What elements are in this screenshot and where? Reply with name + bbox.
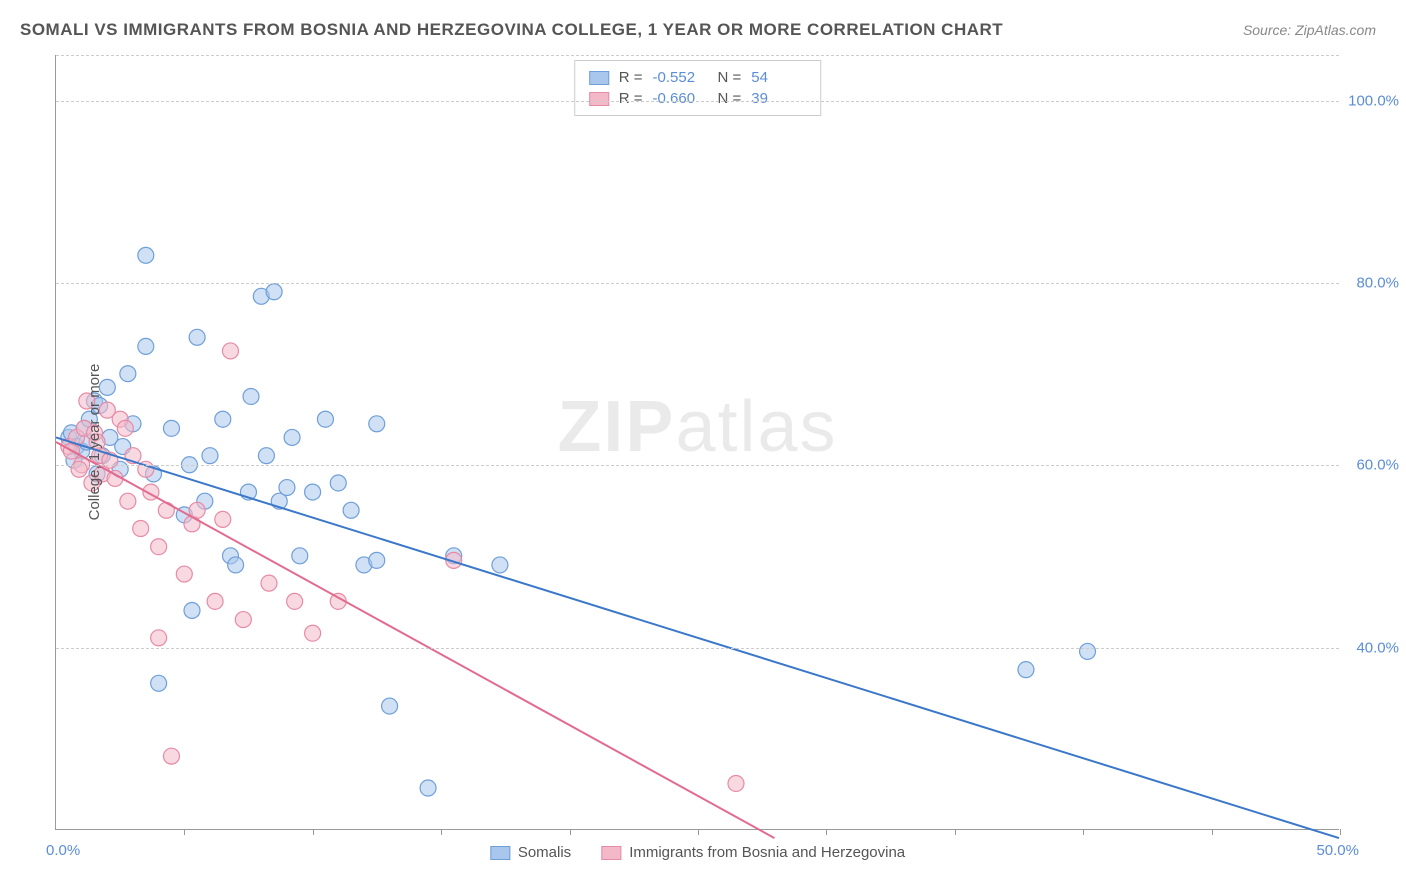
data-point — [151, 630, 167, 646]
chart-container: ZIPatlas R = -0.552 N = 54 R = -0.660 N … — [55, 55, 1339, 830]
data-point — [261, 575, 277, 591]
x-axis-origin-label: 0.0% — [46, 842, 80, 859]
data-point — [189, 329, 205, 345]
series-legend: Somalis Immigrants from Bosnia and Herzeg… — [490, 844, 905, 861]
data-point — [305, 484, 321, 500]
data-point — [163, 748, 179, 764]
legend-label: Somalis — [518, 844, 571, 861]
x-tick — [441, 829, 442, 835]
data-point — [228, 557, 244, 573]
data-point — [71, 461, 87, 477]
data-point — [728, 775, 744, 791]
data-point — [138, 247, 154, 263]
data-point — [305, 625, 321, 641]
x-tick — [184, 829, 185, 835]
legend-label: Immigrants from Bosnia and Herzegovina — [629, 844, 905, 861]
x-tick — [1340, 829, 1341, 835]
data-point — [235, 612, 251, 628]
x-tick — [698, 829, 699, 835]
data-point — [163, 420, 179, 436]
x-tick — [1212, 829, 1213, 835]
data-point — [202, 448, 218, 464]
legend-item: Somalis — [490, 844, 571, 861]
data-point — [330, 475, 346, 491]
data-point — [292, 548, 308, 564]
data-point — [138, 338, 154, 354]
data-point — [120, 493, 136, 509]
x-tick — [826, 829, 827, 835]
data-point — [382, 698, 398, 714]
x-axis-end-label: 50.0% — [1316, 842, 1359, 859]
data-point — [151, 675, 167, 691]
data-point — [258, 448, 274, 464]
data-point — [243, 388, 259, 404]
x-tick — [1083, 829, 1084, 835]
gridline — [56, 648, 1339, 649]
y-tick-label: 80.0% — [1356, 274, 1399, 291]
y-tick-label: 100.0% — [1348, 92, 1399, 109]
gridline — [56, 283, 1339, 284]
source-attribution: Source: ZipAtlas.com — [1243, 22, 1376, 38]
data-point — [176, 566, 192, 582]
data-point — [1080, 643, 1096, 659]
scatter-plot-svg — [56, 55, 1339, 829]
data-point — [279, 480, 295, 496]
data-point — [158, 502, 174, 518]
gridline — [56, 101, 1339, 102]
x-tick — [570, 829, 571, 835]
data-point — [420, 780, 436, 796]
gridline — [56, 55, 1339, 56]
data-point — [133, 521, 149, 537]
data-point — [120, 366, 136, 382]
x-tick — [313, 829, 314, 835]
data-point — [284, 429, 300, 445]
data-point — [287, 593, 303, 609]
data-point — [222, 343, 238, 359]
data-point — [369, 552, 385, 568]
y-axis-title: College, 1 year or more — [86, 364, 103, 521]
data-point — [215, 411, 231, 427]
data-point — [266, 284, 282, 300]
y-tick-label: 40.0% — [1356, 639, 1399, 656]
legend-item: Immigrants from Bosnia and Herzegovina — [601, 844, 905, 861]
data-point — [369, 416, 385, 432]
data-point — [317, 411, 333, 427]
data-point — [492, 557, 508, 573]
plot-area: ZIPatlas R = -0.552 N = 54 R = -0.660 N … — [55, 55, 1339, 830]
data-point — [184, 602, 200, 618]
x-tick — [955, 829, 956, 835]
trend-line — [56, 437, 1339, 838]
data-point — [117, 420, 133, 436]
legend-swatch — [490, 846, 510, 860]
data-point — [343, 502, 359, 518]
legend-swatch — [601, 846, 621, 860]
data-point — [215, 511, 231, 527]
data-point — [207, 593, 223, 609]
data-point — [1018, 662, 1034, 678]
data-point — [151, 539, 167, 555]
chart-title: SOMALI VS IMMIGRANTS FROM BOSNIA AND HER… — [20, 20, 1003, 40]
gridline — [56, 465, 1339, 466]
y-tick-label: 60.0% — [1356, 457, 1399, 474]
